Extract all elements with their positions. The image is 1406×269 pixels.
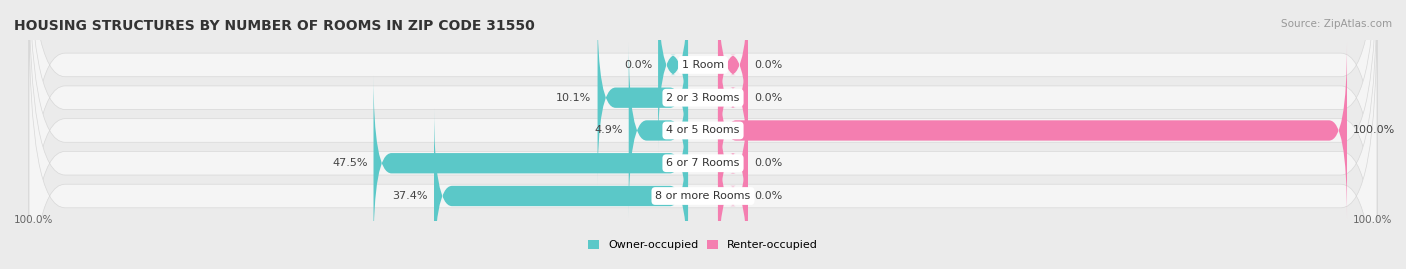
FancyBboxPatch shape — [374, 75, 688, 252]
FancyBboxPatch shape — [30, 0, 1376, 269]
FancyBboxPatch shape — [30, 11, 1376, 269]
Text: 100.0%: 100.0% — [14, 215, 53, 225]
Text: 0.0%: 0.0% — [754, 191, 782, 201]
FancyBboxPatch shape — [30, 0, 1376, 250]
FancyBboxPatch shape — [598, 9, 688, 186]
Text: 4 or 5 Rooms: 4 or 5 Rooms — [666, 125, 740, 136]
FancyBboxPatch shape — [718, 42, 1347, 219]
Text: 4.9%: 4.9% — [595, 125, 623, 136]
FancyBboxPatch shape — [718, 0, 748, 153]
Text: 1 Room: 1 Room — [682, 60, 724, 70]
Legend: Owner-occupied, Renter-occupied: Owner-occupied, Renter-occupied — [583, 235, 823, 255]
Text: 100.0%: 100.0% — [1353, 215, 1392, 225]
FancyBboxPatch shape — [30, 0, 1376, 269]
FancyBboxPatch shape — [30, 0, 1376, 269]
FancyBboxPatch shape — [718, 108, 748, 269]
Text: 47.5%: 47.5% — [332, 158, 367, 168]
Text: 0.0%: 0.0% — [754, 60, 782, 70]
Text: 2 or 3 Rooms: 2 or 3 Rooms — [666, 93, 740, 103]
FancyBboxPatch shape — [718, 9, 748, 186]
Text: 10.1%: 10.1% — [557, 93, 592, 103]
Text: 6 or 7 Rooms: 6 or 7 Rooms — [666, 158, 740, 168]
Text: 0.0%: 0.0% — [754, 93, 782, 103]
Text: Source: ZipAtlas.com: Source: ZipAtlas.com — [1281, 19, 1392, 29]
Text: HOUSING STRUCTURES BY NUMBER OF ROOMS IN ZIP CODE 31550: HOUSING STRUCTURES BY NUMBER OF ROOMS IN… — [14, 19, 534, 33]
Text: 0.0%: 0.0% — [754, 158, 782, 168]
FancyBboxPatch shape — [718, 75, 748, 252]
FancyBboxPatch shape — [628, 42, 688, 219]
Text: 37.4%: 37.4% — [392, 191, 427, 201]
Text: 0.0%: 0.0% — [624, 60, 652, 70]
Text: 100.0%: 100.0% — [1353, 125, 1395, 136]
FancyBboxPatch shape — [658, 0, 688, 153]
Text: 8 or more Rooms: 8 or more Rooms — [655, 191, 751, 201]
FancyBboxPatch shape — [434, 108, 688, 269]
